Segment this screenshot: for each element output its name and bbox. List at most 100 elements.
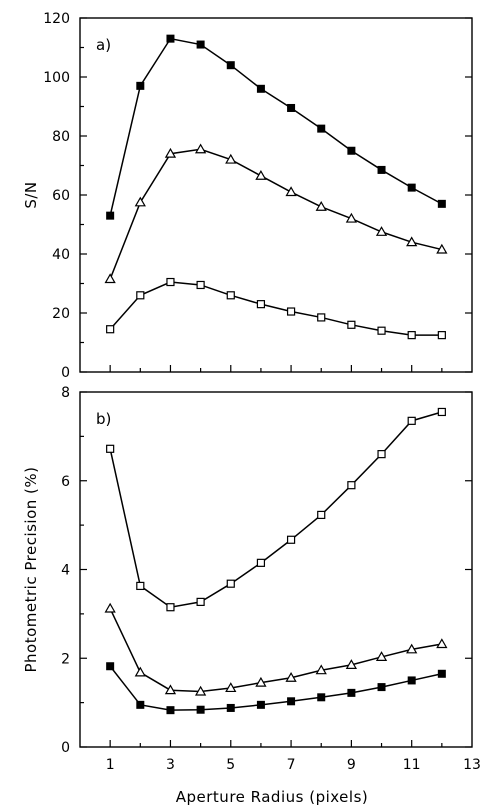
data-point-open-square [347,320,356,329]
x-tick-label: 7 [287,757,296,773]
data-point-open-square [106,444,115,453]
data-point-open-square [407,416,416,425]
data-point-open-square [377,326,386,335]
data-point-open-triangle [406,236,418,247]
series-open-triangle [104,602,448,696]
data-point-open-square [166,603,175,612]
data-point-open-square [166,277,175,287]
data-point-open-square [317,313,326,322]
plot-frame [79,17,473,373]
data-point-open-triangle [194,685,207,696]
data-point-open-square [136,291,145,300]
data-point-filled-square [377,165,386,174]
data-point-open-square [106,325,115,334]
data-point-open-square [256,300,266,309]
data-point-filled-square [437,199,446,208]
series-open-square [106,277,446,340]
panel-a: 0 20 40 60 80 100 120 a) S/N [22,11,473,381]
y-tick-label: 20 [52,306,70,322]
data-point-filled-square [287,103,296,112]
data-point-open-square [347,481,356,490]
y-tick-label: 60 [52,188,70,204]
data-point-open-triangle [345,212,358,223]
y-tick-label: 120 [43,11,70,27]
data-point-open-triangle [134,666,146,677]
data-point-open-square [407,331,416,340]
data-point-open-triangle [164,147,177,158]
x-tick-label: 11 [403,757,421,773]
y-tick-label: 40 [52,247,70,263]
data-point-filled-square [136,81,145,90]
series-open-triangle [104,143,448,284]
data-point-open-triangle [194,143,207,154]
data-point-filled-square [166,34,175,43]
series-filled-square [106,662,446,715]
data-point-open-square [256,558,266,567]
data-point-filled-square [407,183,416,192]
data-point-filled-square [377,683,386,692]
x-tick-label: 1 [106,757,115,773]
x-axis-title: Aperture Radius (pixels) [176,788,368,806]
data-point-filled-square [106,662,115,671]
y-tick-label: 8 [61,385,70,401]
data-point-open-triangle [104,602,116,613]
data-point-open-square [226,579,235,588]
y-tick-label: 100 [43,70,70,86]
data-point-filled-square [317,124,326,133]
series-line [109,148,443,280]
data-point-open-square [196,280,205,290]
series-line [109,665,443,711]
data-point-open-square [286,307,296,316]
series-line [109,411,443,609]
data-point-filled-square [317,693,326,702]
panel-label: a) [96,36,111,54]
data-point-filled-square [136,700,145,709]
data-point-filled-square [347,146,356,155]
data-point-open-triangle [164,684,177,695]
y-tick-label: 6 [61,474,70,490]
data-point-open-triangle [255,170,267,180]
series-line [109,281,442,336]
data-point-filled-square [196,40,205,49]
series-line [109,37,443,216]
data-point-open-square [196,597,205,606]
data-point-open-triangle [285,671,297,682]
data-point-open-triangle [315,664,327,675]
y-tick-label: 0 [61,365,70,381]
data-point-filled-square [407,676,416,685]
data-point-open-square [437,407,446,417]
data-point-open-square [377,450,386,459]
data-point-open-triangle [285,186,297,197]
data-point-filled-square [226,703,235,712]
y-tick-label: 0 [61,740,70,756]
data-point-open-triangle [375,651,388,661]
series-open-square [106,407,446,612]
data-point-open-triangle [345,659,358,669]
plot-frame [79,391,473,748]
data-point-open-triangle [315,200,327,211]
data-point-open-triangle [406,643,418,654]
data-point-open-square [286,535,296,544]
data-point-open-triangle [104,273,116,284]
data-point-filled-square [166,706,175,715]
data-point-open-square [317,510,326,520]
series-line [109,608,442,693]
x-tick-label: 3 [166,757,175,773]
data-point-open-triangle [375,226,388,236]
data-point-open-triangle [255,676,267,687]
y-tick-label: 4 [61,563,70,579]
data-point-open-square [136,581,145,591]
data-point-filled-square [256,84,265,93]
y-axis-title: S/N [22,181,40,208]
data-point-filled-square [256,700,265,709]
x-tick-label: 9 [347,757,356,773]
data-point-open-triangle [436,243,448,254]
data-point-open-triangle [436,638,448,649]
data-point-open-triangle [225,153,237,164]
data-point-filled-square [347,688,356,697]
data-point-open-triangle [134,196,146,207]
data-point-filled-square [287,697,296,706]
data-point-open-square [437,331,446,340]
